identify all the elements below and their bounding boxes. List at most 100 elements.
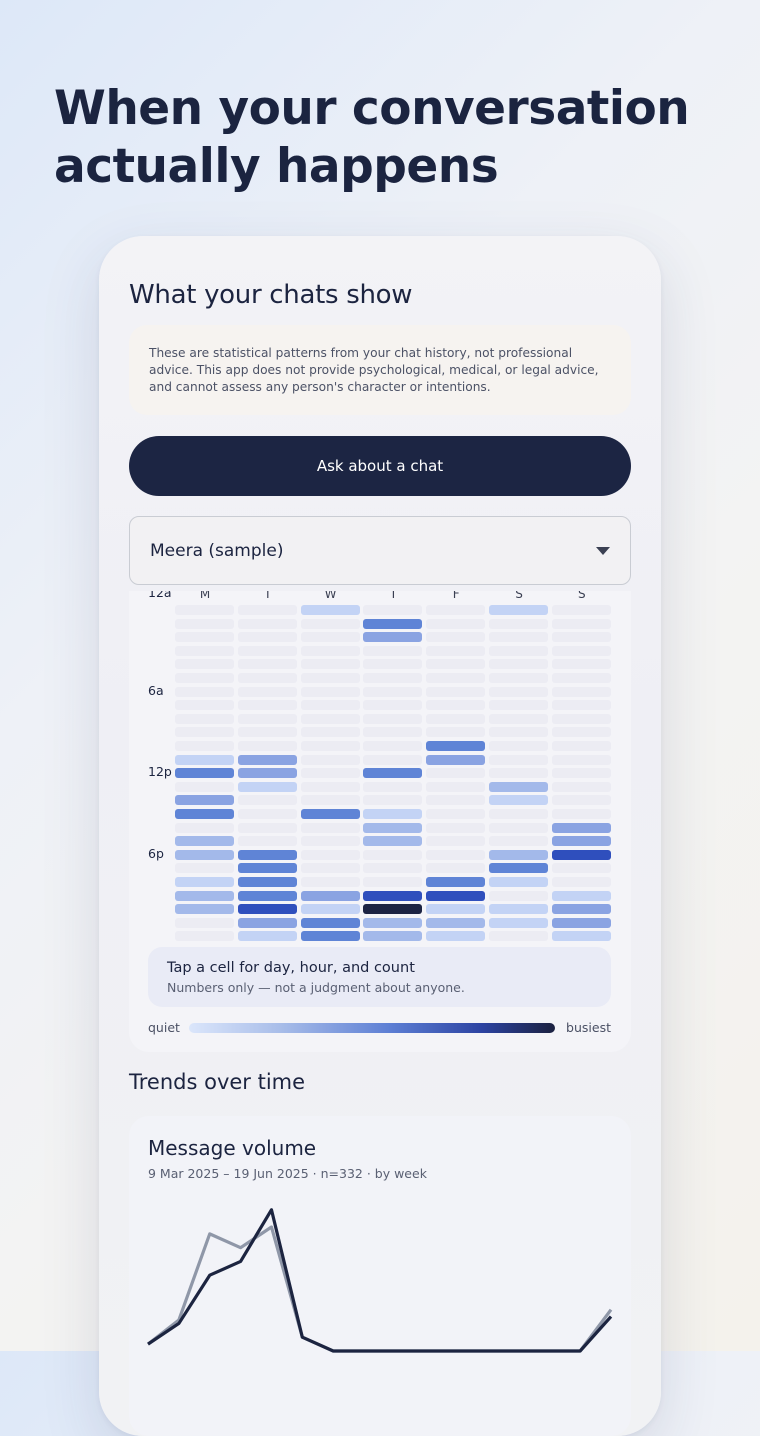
heatmap-cell[interactable] (175, 849, 234, 860)
heatmap-cell[interactable] (489, 686, 548, 697)
heatmap-cell[interactable] (300, 809, 360, 819)
heatmap-cell[interactable] (426, 931, 486, 942)
heatmap-cell[interactable] (426, 809, 486, 819)
heatmap-cell[interactable] (237, 754, 297, 765)
heatmap-cell[interactable] (237, 686, 297, 697)
heatmap-cell[interactable] (363, 673, 423, 683)
heatmap-cell[interactable] (551, 931, 611, 942)
heatmap-cell[interactable] (175, 645, 234, 656)
heatmap-cell[interactable] (300, 727, 360, 738)
heatmap-cell[interactable] (426, 781, 486, 792)
heatmap-cell[interactable] (426, 849, 486, 860)
heatmap-cell[interactable] (489, 931, 548, 942)
heatmap-cell[interactable] (237, 822, 297, 833)
heatmap-cell[interactable] (426, 741, 486, 751)
heatmap-cell[interactable] (300, 741, 360, 751)
heatmap-cell[interactable] (489, 727, 548, 738)
heatmap-cell[interactable] (300, 768, 360, 779)
heatmap-cell[interactable] (363, 877, 423, 887)
heatmap-cell[interactable] (551, 673, 611, 683)
heatmap-cell[interactable] (175, 754, 234, 765)
heatmap-cell[interactable] (551, 795, 611, 806)
heatmap-cell[interactable] (426, 917, 486, 928)
heatmap-cell[interactable] (489, 781, 548, 792)
heatmap-cell[interactable] (363, 700, 423, 711)
heatmap-cell[interactable] (175, 809, 234, 819)
heatmap-cell[interactable] (237, 890, 297, 901)
heatmap-cell[interactable] (175, 700, 234, 711)
heatmap-cell[interactable] (237, 904, 297, 915)
heatmap-cell[interactable] (300, 917, 360, 928)
heatmap-cell[interactable] (489, 877, 548, 887)
heatmap-cell[interactable] (237, 836, 297, 847)
heatmap-cell[interactable] (237, 768, 297, 779)
heatmap-cell[interactable] (363, 836, 423, 847)
heatmap-cell[interactable] (363, 659, 423, 670)
heatmap-cell[interactable] (551, 632, 611, 643)
heatmap-cell[interactable] (363, 727, 423, 738)
heatmap-cell[interactable] (300, 618, 360, 629)
heatmap-cell[interactable] (175, 768, 234, 779)
heatmap-cell[interactable] (175, 917, 234, 928)
heatmap-cell[interactable] (551, 836, 611, 847)
heatmap-cell[interactable] (489, 863, 548, 874)
heatmap-cell[interactable] (237, 781, 297, 792)
heatmap-cell[interactable] (426, 659, 486, 670)
heatmap-cell[interactable] (551, 659, 611, 670)
heatmap-cell[interactable] (489, 618, 548, 629)
heatmap-cell[interactable] (426, 822, 486, 833)
heatmap-cell[interactable] (489, 917, 548, 928)
heatmap-cell[interactable] (489, 836, 548, 847)
heatmap-cell[interactable] (175, 836, 234, 847)
heatmap-cell[interactable] (300, 877, 360, 887)
heatmap-cell[interactable] (426, 836, 486, 847)
heatmap-cell[interactable] (300, 849, 360, 860)
heatmap-cell[interactable] (426, 713, 486, 724)
heatmap-cell[interactable] (426, 686, 486, 697)
heatmap-cell[interactable] (489, 741, 548, 751)
heatmap-cell[interactable] (426, 754, 486, 765)
heatmap-cell[interactable] (551, 863, 611, 874)
heatmap-cell[interactable] (175, 605, 234, 615)
heatmap-cell[interactable] (237, 673, 297, 683)
heatmap-cell[interactable] (551, 645, 611, 656)
heatmap-cell[interactable] (237, 618, 297, 629)
heatmap-cell[interactable] (363, 781, 423, 792)
heatmap-cell[interactable] (363, 754, 423, 765)
heatmap-cell[interactable] (300, 781, 360, 792)
heatmap-cell[interactable] (551, 849, 611, 860)
heatmap-cell[interactable] (489, 645, 548, 656)
heatmap-cell[interactable] (175, 618, 234, 629)
heatmap-cell[interactable] (551, 917, 611, 928)
heatmap-cell[interactable] (300, 890, 360, 901)
heatmap-cell[interactable] (300, 904, 360, 915)
heatmap-cell[interactable] (175, 686, 234, 697)
heatmap-cell[interactable] (300, 754, 360, 765)
heatmap-cell[interactable] (551, 741, 611, 751)
heatmap-cell[interactable] (237, 700, 297, 711)
heatmap-cell[interactable] (489, 605, 548, 615)
heatmap-cell[interactable] (426, 877, 486, 887)
heatmap-cell[interactable] (489, 849, 548, 860)
heatmap-cell[interactable] (300, 686, 360, 697)
heatmap-cell[interactable] (237, 632, 297, 643)
heatmap-cell[interactable] (363, 645, 423, 656)
heatmap-cell[interactable] (300, 822, 360, 833)
heatmap-cell[interactable] (551, 877, 611, 887)
heatmap-cell[interactable] (175, 659, 234, 670)
heatmap-cell[interactable] (426, 645, 486, 656)
heatmap-cell[interactable] (363, 822, 423, 833)
heatmap-cell[interactable] (237, 931, 297, 942)
heatmap-cell[interactable] (175, 931, 234, 942)
heatmap-cell[interactable] (489, 768, 548, 779)
heatmap-cell[interactable] (363, 795, 423, 806)
heatmap-cell[interactable] (489, 822, 548, 833)
heatmap-cell[interactable] (300, 673, 360, 683)
heatmap-cell[interactable] (489, 809, 548, 819)
heatmap-cell[interactable] (426, 904, 486, 915)
heatmap-cell[interactable] (489, 659, 548, 670)
heatmap-cell[interactable] (426, 700, 486, 711)
heatmap-cell[interactable] (300, 795, 360, 806)
heatmap-cell[interactable] (426, 768, 486, 779)
heatmap-cell[interactable] (551, 768, 611, 779)
